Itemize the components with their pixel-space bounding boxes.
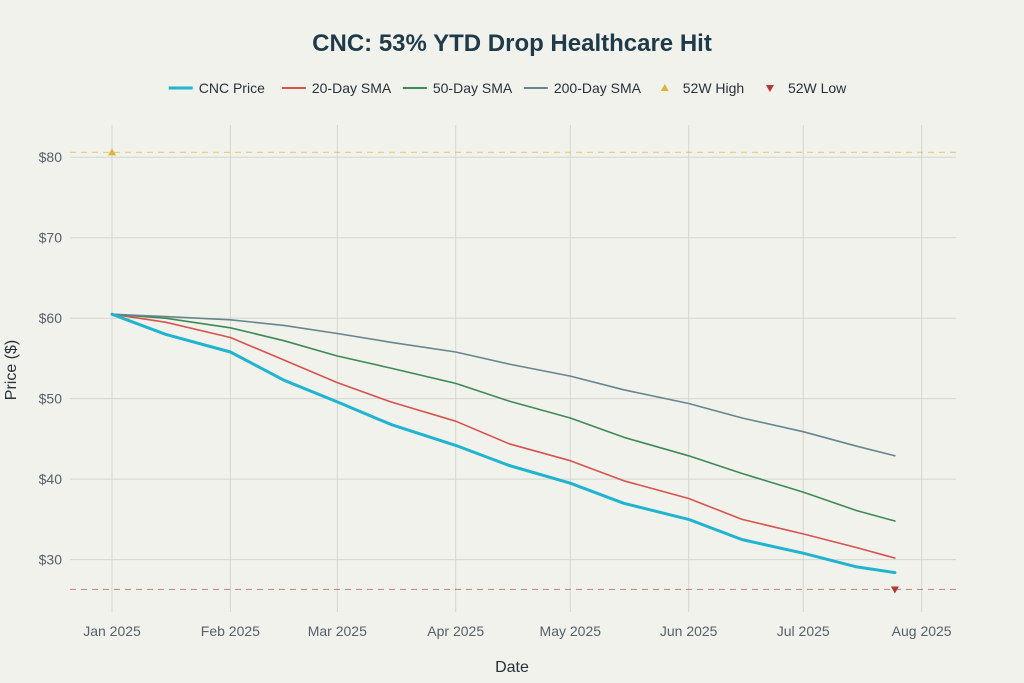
x-axis-ticks: Jan 2025 Feb 2025 Mar 2025 Apr 2025 May 2025… bbox=[83, 623, 952, 639]
x-tick-label: Apr 2025 bbox=[427, 623, 484, 639]
legend-item: 20-Day SMA bbox=[281, 80, 392, 96]
y-tick-label: $40 bbox=[39, 471, 63, 487]
grid bbox=[70, 125, 956, 612]
marker-point bbox=[890, 586, 899, 594]
reference-lines bbox=[70, 151, 956, 591]
x-axis-title: Date bbox=[495, 659, 529, 676]
x-tick-label: Jul 2025 bbox=[777, 623, 830, 639]
y-tick-label: $60 bbox=[39, 310, 63, 326]
x-tick-label: Jan 2025 bbox=[83, 623, 141, 639]
x-tick-label: Aug 2025 bbox=[892, 623, 952, 639]
series-line bbox=[111, 313, 896, 559]
x-tick-label: Feb 2025 bbox=[201, 623, 260, 639]
series-layer bbox=[110, 312, 897, 575]
legend-label: 20-Day SMA bbox=[312, 80, 392, 96]
y-tick-label: $30 bbox=[39, 552, 63, 568]
legend-item: 200-Day SMA bbox=[523, 80, 642, 96]
series-line bbox=[111, 313, 896, 457]
legend-label: 50-Day SMA bbox=[433, 80, 513, 96]
y-tick-label: $80 bbox=[39, 149, 63, 165]
y-axis-ticks: $30 $40 $50 $60 $70 $80 bbox=[39, 149, 63, 567]
legend-item: 52W High bbox=[660, 80, 744, 96]
marker-point bbox=[108, 148, 117, 156]
legend-label: 52W High bbox=[683, 80, 744, 96]
legend-item: 52W Low bbox=[765, 80, 847, 96]
y-tick-label: $70 bbox=[39, 230, 63, 246]
x-tick-label: Jun 2025 bbox=[660, 623, 718, 639]
x-tick-label: May 2025 bbox=[540, 623, 602, 639]
series-line bbox=[111, 313, 896, 522]
legend-item: CNC Price bbox=[168, 80, 265, 96]
marker-layer bbox=[108, 148, 899, 594]
legend-label: 52W Low bbox=[788, 80, 847, 96]
legend-swatch bbox=[765, 85, 774, 92]
y-axis-title: Price ($) bbox=[3, 340, 20, 400]
chart-title: CNC: 53% YTD Drop Healthcare Hit bbox=[312, 30, 712, 57]
legend-label: 200-Day SMA bbox=[554, 80, 642, 96]
x-tick-label: Mar 2025 bbox=[308, 623, 367, 639]
legend-item: 50-Day SMA bbox=[402, 80, 513, 96]
series-line bbox=[110, 312, 897, 575]
legend-label: CNC Price bbox=[199, 80, 265, 96]
y-tick-label: $50 bbox=[39, 391, 63, 407]
legend-swatch bbox=[660, 84, 669, 91]
legend: CNC Price 20-Day SMA 50-Day SMA 200-Day SMA… bbox=[168, 80, 847, 96]
